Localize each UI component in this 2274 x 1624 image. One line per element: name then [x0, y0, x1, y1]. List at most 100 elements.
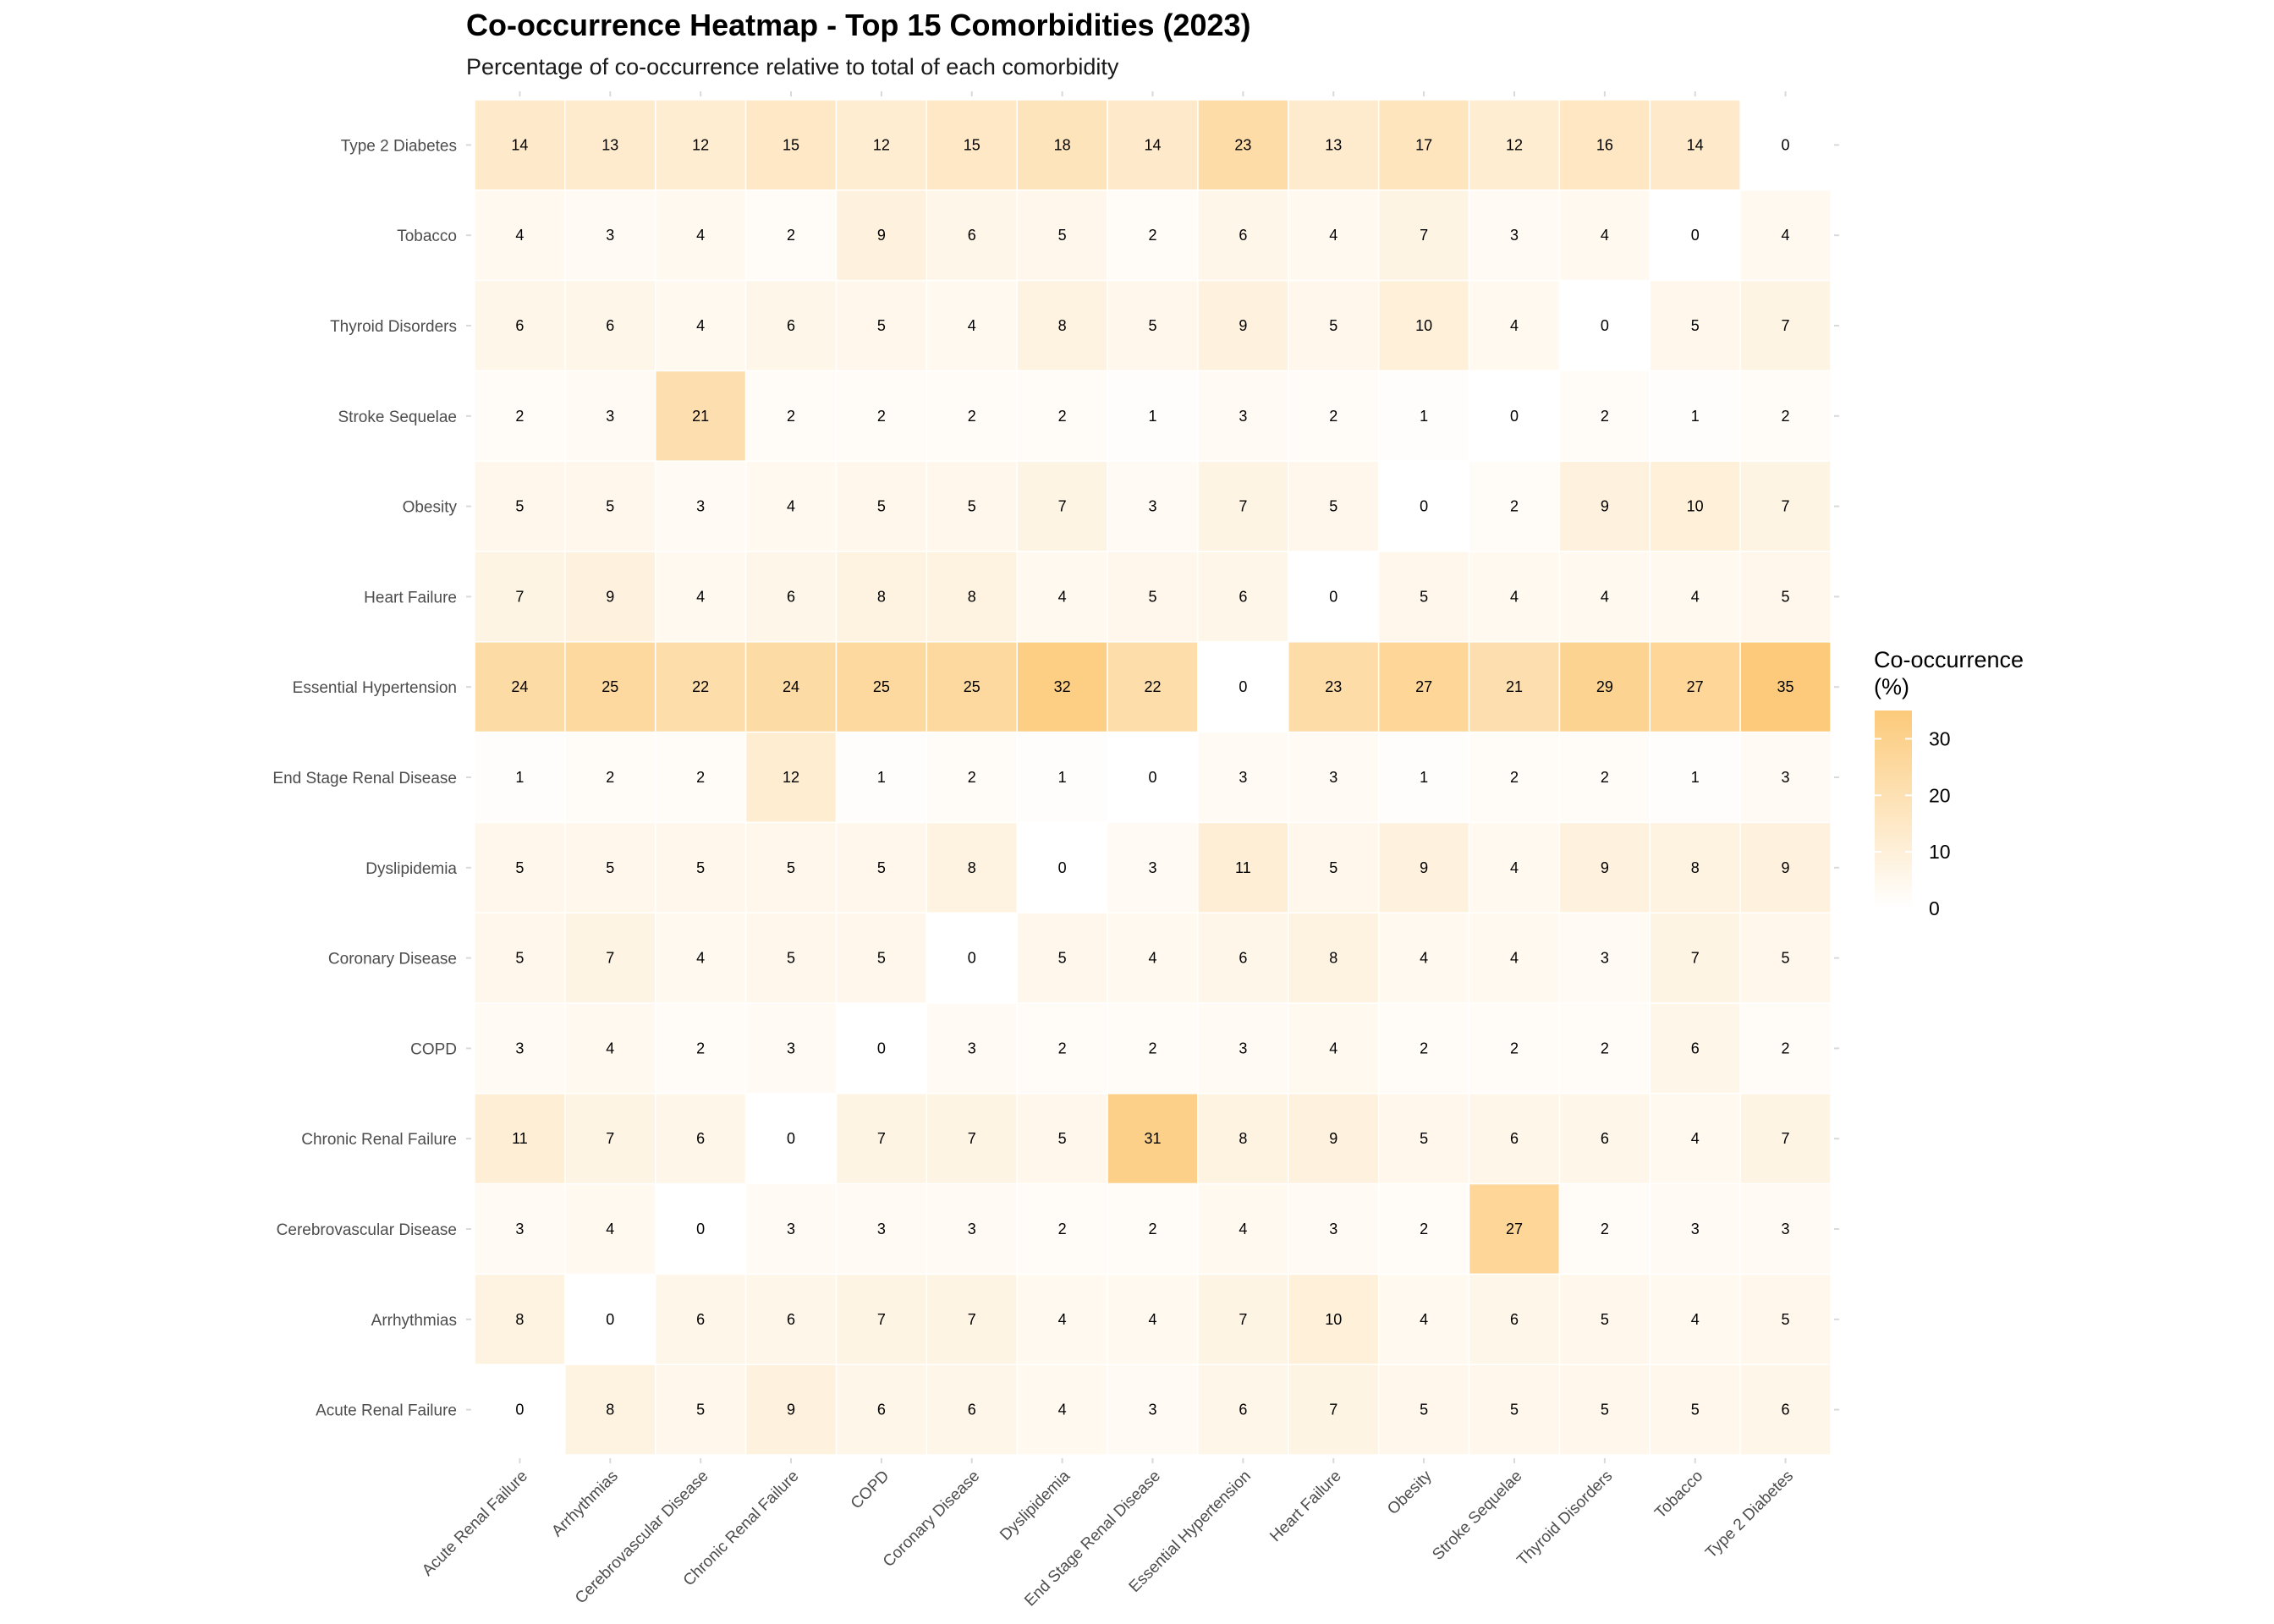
heatmap-cell	[835, 370, 928, 462]
cell-value-label: 4	[1510, 950, 1519, 967]
cell-value-label: 1	[1691, 769, 1700, 786]
heatmap-cell	[474, 1182, 566, 1276]
color-legend: Co-occurrence (%) 0 10 20 30	[1874, 647, 2024, 919]
cell-value-label: 7	[1782, 498, 1790, 515]
cell-value-label: 2	[1148, 1040, 1156, 1056]
cell-value-label: 3	[968, 1040, 976, 1056]
cell-value-label: 6	[1239, 1402, 1247, 1418]
heatmap-cell	[835, 279, 928, 372]
cell-value-label: 5	[1601, 1402, 1609, 1418]
cell-value-label: 8	[606, 1402, 614, 1418]
cell-value-label: 27	[1506, 1221, 1523, 1237]
cell-value-label: 2	[787, 408, 795, 425]
cell-value-label: 17	[1415, 136, 1432, 153]
y-tick-label: Acute Renal Failure	[316, 1402, 457, 1420]
heatmap-cell	[835, 1182, 928, 1276]
cell-value-label: 5	[515, 498, 524, 515]
heatmap-cell	[1468, 912, 1561, 1004]
heatmap-cell	[564, 912, 656, 1004]
cell-value-label: 5	[877, 317, 886, 334]
heatmap-cell	[1739, 1002, 1832, 1095]
cell-value-label: 4	[787, 498, 795, 515]
heatmap-cell	[564, 1093, 656, 1185]
cell-value-label: 4	[1058, 1402, 1067, 1418]
heatmap-cell	[654, 460, 747, 552]
heatmap-cell	[835, 641, 928, 733]
cell-value-label: 21	[1506, 678, 1523, 695]
cell-value-label: 0	[787, 1130, 795, 1147]
cell-value-label: 6	[787, 1311, 795, 1328]
cell-value-label: 5	[968, 498, 976, 515]
cell-value-label: 4	[696, 227, 705, 244]
heatmap-cell	[926, 99, 1018, 191]
heatmap-cell	[1377, 1363, 1470, 1456]
y-tick-label: Obesity	[403, 499, 458, 517]
cell-value-label: 3	[515, 1040, 524, 1056]
heatmap-cell	[1016, 731, 1108, 824]
heatmap-cell	[1468, 641, 1561, 733]
cell-value-label: 5	[787, 859, 795, 876]
heatmap-cell	[1468, 1363, 1561, 1456]
cell-value-label: 11	[512, 1130, 528, 1147]
x-axis-tick-labels: Acute Renal Failure ArrhythmiasCerebrovas…	[419, 1467, 1797, 1610]
legend-tick-label: 10	[1929, 841, 1951, 863]
cell-value-label: 4	[968, 317, 976, 334]
x-tick-label: Tobacco	[1651, 1468, 1706, 1522]
cell-value-label: 12	[783, 769, 799, 786]
cell-value-label: 3	[968, 1221, 976, 1237]
heatmap-cell	[564, 279, 656, 372]
heatmap-cell	[1288, 370, 1380, 462]
heatmap-cell	[654, 1093, 747, 1185]
heatmap-cell	[1649, 1002, 1741, 1095]
y-tick-label: Cerebrovascular Disease	[277, 1221, 457, 1239]
cell-value-label: 9	[606, 588, 614, 605]
heatmap-cell	[654, 1182, 747, 1276]
heatmap-cell	[744, 1363, 838, 1456]
cell-value-label: 3	[606, 408, 614, 425]
cell-value-label: 7	[1239, 1311, 1247, 1328]
cell-value-label: 0	[1510, 408, 1519, 425]
cell-value-label: 31	[1144, 1130, 1161, 1147]
heatmap-cell	[1107, 1182, 1199, 1276]
cell-value-label: 8	[1239, 1130, 1247, 1147]
heatmap-cell	[1468, 189, 1561, 282]
y-tick-label: Thyroid Disorders	[330, 318, 457, 336]
cell-value-label: 4	[1239, 1221, 1247, 1237]
cell-value-label: 5	[877, 950, 886, 967]
cell-value-label: 9	[1601, 859, 1609, 876]
cell-value-label: 2	[1148, 227, 1156, 244]
cell-value-label: 3	[1329, 1221, 1337, 1237]
heatmap-cell	[1739, 279, 1832, 372]
cell-value-label: 3	[1239, 769, 1247, 786]
y-tick-label: Coronary Disease	[328, 951, 457, 968]
heatmap-cell	[1468, 1273, 1561, 1365]
heatmap-cell	[1377, 1182, 1470, 1276]
heatmap-cell	[744, 821, 838, 914]
cell-value-label: 5	[1601, 1311, 1609, 1328]
cell-value-label: 25	[964, 678, 980, 695]
heatmap-cell	[1288, 1182, 1380, 1276]
legend-color-bar	[1875, 710, 1912, 908]
heatmap-cell	[474, 551, 566, 643]
heatmap-cell	[1197, 641, 1289, 733]
cell-value-label: 14	[1144, 136, 1161, 153]
y-tick-label: Dyslipidemia	[365, 860, 457, 878]
cell-value-label: 32	[1054, 678, 1071, 695]
heatmap-cell	[564, 370, 656, 462]
heatmap-cell	[1288, 460, 1380, 552]
heatmap-cell	[1468, 279, 1561, 372]
chart-title: Co-occurrence Heatmap - Top 15 Comorbidi…	[466, 8, 1251, 42]
cell-value-label: 0	[696, 1221, 705, 1237]
cell-value-label: 3	[1782, 1221, 1790, 1237]
heatmap-cell	[926, 1002, 1018, 1095]
cell-value-label: 1	[877, 769, 886, 786]
legend-tick-label: 20	[1929, 784, 1951, 806]
legend-title-line2: (%)	[1874, 674, 1909, 700]
cell-value-label: 2	[515, 408, 524, 425]
cell-value-label: 5	[1329, 317, 1337, 334]
cell-value-label: 4	[1329, 1040, 1337, 1056]
cell-value-label: 8	[1329, 950, 1337, 967]
cell-value-label: 8	[968, 588, 976, 605]
y-tick-label: Tobacco	[397, 228, 457, 245]
heatmap-cell	[1649, 551, 1741, 643]
